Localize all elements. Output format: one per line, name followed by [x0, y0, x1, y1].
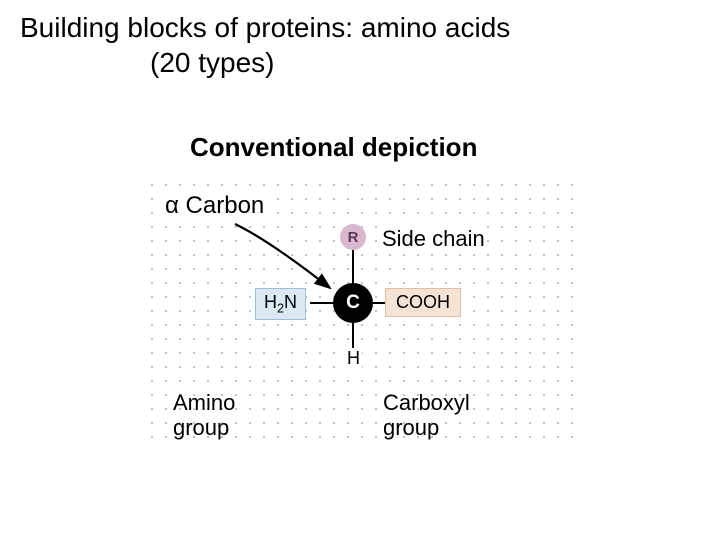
bond-c-h: [352, 320, 354, 350]
carboxyl-group-label-l2: group: [383, 415, 439, 440]
carboxyl-group-box: COOH: [385, 288, 461, 317]
section-title: Conventional depiction: [190, 132, 477, 163]
bond-c-r: [352, 248, 354, 286]
r-group-atom: R: [340, 224, 366, 250]
amino-acid-diagram: Conventional depiction α Carbon R C H H2…: [145, 130, 575, 470]
side-chain-label: Side chain: [380, 226, 487, 252]
alpha-symbol: α: [165, 192, 179, 219]
alpha-carbon-text: Carbon: [179, 192, 264, 219]
amino-group-box: H2N: [255, 288, 306, 320]
amino-group-label-l2: group: [173, 415, 229, 440]
carboxyl-group-label: Carboxyl group: [383, 390, 470, 441]
r-label: R: [348, 229, 359, 246]
carboxyl-group-label-l1: Carboxyl: [383, 390, 470, 415]
c-label: C: [346, 292, 360, 314]
slide-title: Building blocks of proteins: amino acids…: [20, 10, 700, 80]
title-line-1: Building blocks of proteins: amino acids: [20, 10, 700, 45]
hydrogen-atom: H: [345, 348, 362, 369]
amino-group-label: Amino group: [173, 390, 235, 441]
amino-group-label-l1: Amino: [173, 390, 235, 415]
carboxyl-formula: COOH: [396, 292, 450, 312]
title-line-2: (20 types): [20, 45, 700, 80]
alpha-carbon-atom: C: [333, 283, 373, 323]
